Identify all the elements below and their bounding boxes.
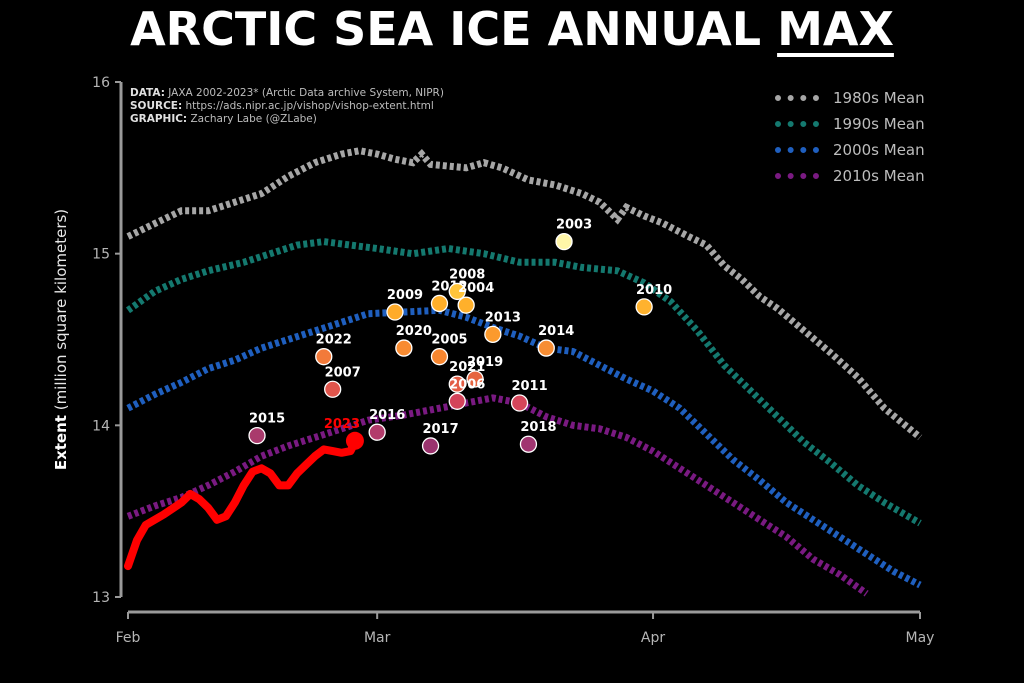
legend-item-1980s: 1980s Mean <box>775 85 925 111</box>
annual-max-point-2020 <box>395 339 413 357</box>
y-axis-label: Extent (million square kilometers) <box>52 209 70 470</box>
annual-max-point-2006 <box>448 392 466 410</box>
annual-max-point-2018 <box>519 435 538 453</box>
annual-max-label-2003: 2003 <box>556 218 592 233</box>
y-tick-label: 16 <box>92 75 110 91</box>
annual-max-point-2010 <box>635 298 653 316</box>
x-tick-label: Feb <box>116 630 141 646</box>
annual-max-label-2017: 2017 <box>422 422 458 437</box>
x-tick-label: Apr <box>641 630 665 646</box>
annual-max-point-2011 <box>510 394 529 412</box>
annual-max-point-2012 <box>430 294 449 313</box>
annual-max-label-2020: 2020 <box>396 324 432 339</box>
legend-item-2010s: 2010s Mean <box>775 163 925 189</box>
annual-max-point-2014 <box>537 339 555 357</box>
annual-max-point-2005 <box>430 348 449 366</box>
credit-data: DATA: JAXA 2002-2023* (Arctic Data archi… <box>130 87 444 99</box>
axes: 13 14 15 16 Feb Mar Apr May Extent (million squa… <box>52 75 934 646</box>
annual-max-label-2016: 2016 <box>369 408 405 423</box>
annual-max-point-2009 <box>386 303 404 321</box>
x-tick-label: May <box>906 630 935 646</box>
legend-swatch-1990s <box>775 121 819 127</box>
annual-max-point-2021 <box>448 375 466 393</box>
annual-max-points: 2003201020092012200820042013201420222020… <box>248 218 672 455</box>
annual-max-point-2003 <box>555 232 573 251</box>
y-tick-label: 13 <box>92 590 110 606</box>
title-emphasis: MAX <box>777 2 894 56</box>
annual-max-label-2018: 2018 <box>520 420 556 435</box>
annual-max-label-2007: 2007 <box>325 365 361 380</box>
legend: 1980s Mean 1990s Mean 2000s Mean 2010s M… <box>775 85 925 189</box>
legend-label-2010s: 2010s Mean <box>833 167 925 185</box>
legend-swatch-1980s <box>775 95 819 101</box>
annual-max-label-2006: 2006 <box>449 377 485 392</box>
y-axis-label-bold: Extent <box>52 415 70 470</box>
chart-title: ARCTIC SEA ICE ANNUAL MAX <box>0 2 1024 56</box>
annual-max-label-2011: 2011 <box>511 379 547 394</box>
annual-max-point-2023 <box>345 431 364 450</box>
annual-max-label-2019: 2019 <box>467 355 503 370</box>
series-line-2010s-mean <box>126 394 869 597</box>
annual-max-point-2015 <box>248 426 266 445</box>
y-axis-label-rest: (million square kilometers) <box>52 209 70 415</box>
series-line-1990s-mean <box>125 238 922 527</box>
legend-label-1980s: 1980s Mean <box>833 89 925 107</box>
annual-max-label-2014: 2014 <box>538 324 574 339</box>
annual-max-point-2007 <box>324 380 342 398</box>
legend-label-1990s: 1990s Mean <box>833 115 925 133</box>
credit-graphic: GRAPHIC: Zachary Labe (@ZLabe) <box>130 113 317 125</box>
series-line-1980s-mean <box>126 147 923 441</box>
credit-source: SOURCE: https://ads.nipr.ac.jp/vishop/vi… <box>130 100 434 112</box>
legend-swatch-2000s <box>775 147 819 153</box>
annual-max-point-2022 <box>315 348 333 366</box>
annual-max-point-2004 <box>457 296 475 314</box>
title-main: ARCTIC SEA ICE ANNUAL <box>130 2 778 56</box>
annual-max-label-2013: 2013 <box>485 310 521 325</box>
credits-block: DATA: JAXA 2002-2023* (Arctic Data archi… <box>130 87 444 126</box>
annual-max-point-2019 <box>466 370 484 388</box>
annual-max-point-2008 <box>448 282 466 301</box>
legend-label-2000s: 2000s Mean <box>833 141 925 159</box>
annual-max-label-2010: 2010 <box>636 283 672 298</box>
series-line-2000s-mean <box>126 306 922 589</box>
annual-max-point-2013 <box>484 325 502 344</box>
annual-max-label-2023: 2023 <box>324 417 360 432</box>
annual-max-label-2004: 2004 <box>458 281 494 296</box>
annual-max-label-2022: 2022 <box>316 333 352 348</box>
series-line-2023 <box>124 438 359 571</box>
legend-item-2000s: 2000s Mean <box>775 137 925 163</box>
series-lines <box>124 147 923 597</box>
y-tick-label: 14 <box>92 418 110 434</box>
annual-max-label-2015: 2015 <box>249 412 285 427</box>
legend-item-1990s: 1990s Mean <box>775 111 925 137</box>
annual-max-point-2017 <box>421 437 440 455</box>
annual-max-label-2009: 2009 <box>387 288 423 303</box>
x-tick-label: Mar <box>364 630 391 646</box>
annual-max-label-2005: 2005 <box>431 333 467 348</box>
y-tick-label: 15 <box>92 247 110 263</box>
annual-max-label-2008: 2008 <box>449 267 485 282</box>
annual-max-point-2016 <box>368 423 386 441</box>
legend-swatch-2010s <box>775 173 819 179</box>
